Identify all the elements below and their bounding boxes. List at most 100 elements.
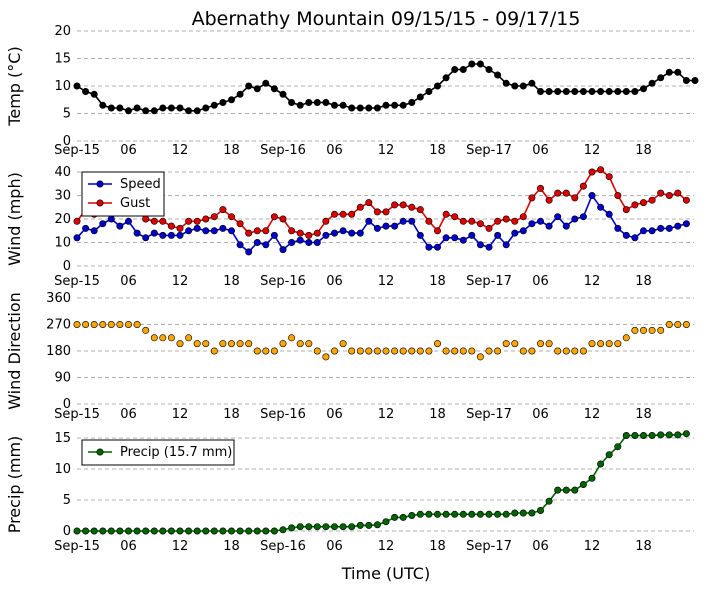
data-point — [433, 82, 441, 90]
data-point — [330, 229, 338, 237]
x-tick-label: 18 — [429, 274, 446, 289]
data-point — [159, 231, 167, 239]
data-point — [536, 506, 544, 514]
data-point — [562, 88, 570, 96]
data-point — [571, 215, 579, 223]
data-point — [468, 217, 476, 225]
x-tick-label: 06 — [120, 539, 137, 554]
data-point — [82, 527, 90, 535]
data-point — [142, 234, 150, 242]
precip-panel: 0 5 10 15 Precip (mm) Sep-15 06 12 18 Sep-16 06 12 1… — [5, 430, 694, 554]
data-point — [305, 99, 313, 107]
data-point — [605, 451, 613, 459]
x-tick-label: 06 — [326, 274, 343, 289]
y-tick-label: 180 — [46, 344, 71, 359]
data-point — [150, 107, 158, 115]
y-tick-label: 10 — [54, 462, 71, 477]
data-point — [631, 88, 639, 96]
data-point — [133, 320, 141, 328]
data-point — [579, 347, 587, 355]
data-point — [296, 101, 304, 109]
data-point — [176, 231, 184, 239]
data-point — [279, 340, 287, 348]
data-point — [408, 99, 416, 107]
x-tick-label: 12 — [378, 539, 395, 554]
data-point — [210, 213, 218, 221]
data-point — [348, 104, 356, 112]
data-point — [657, 224, 665, 232]
data-point — [639, 431, 647, 439]
data-point — [150, 217, 158, 225]
data-point — [433, 510, 441, 518]
data-point — [562, 189, 570, 197]
data-point — [305, 239, 313, 247]
data-point — [682, 196, 690, 204]
data-point — [399, 101, 407, 109]
data-point — [228, 527, 236, 535]
y-axis-label: Wind Direction — [5, 292, 24, 410]
data-point — [202, 215, 210, 223]
data-point — [648, 227, 656, 235]
data-point — [253, 527, 261, 535]
data-point — [245, 340, 253, 348]
data-point — [442, 234, 450, 242]
data-point — [202, 340, 210, 348]
y-axis-label: Wind (mph) — [5, 172, 24, 266]
data-point — [210, 101, 218, 109]
x-tick-label: 18 — [635, 539, 652, 554]
wind-panel: 0 10 20 30 40 Wind (mph) Sep-15 06 12 18 Sep-16 06 1… — [5, 165, 694, 289]
data-point — [416, 206, 424, 214]
data-point — [288, 99, 296, 107]
legend-box — [81, 171, 165, 217]
x-tick-label: 12 — [172, 539, 189, 554]
data-point — [545, 497, 553, 505]
data-point — [519, 227, 527, 235]
data-point — [159, 334, 167, 342]
data-point — [665, 431, 673, 439]
data-point — [399, 201, 407, 209]
data-point — [82, 320, 90, 328]
data-point — [185, 107, 193, 115]
data-point — [451, 347, 459, 355]
data-point — [90, 527, 98, 535]
y-tick-label: 10 — [54, 236, 71, 251]
data-point — [408, 203, 416, 211]
data-point — [665, 192, 673, 200]
data-point — [262, 347, 270, 355]
data-point — [330, 210, 338, 218]
data-point — [485, 224, 493, 232]
data-point — [494, 510, 502, 518]
data-point — [185, 527, 193, 535]
data-point — [150, 334, 158, 342]
data-point — [322, 231, 330, 239]
data-point — [339, 227, 347, 235]
x-tick-label: 12 — [172, 274, 189, 289]
data-point — [485, 347, 493, 355]
data-point — [253, 85, 261, 93]
data-point — [107, 320, 115, 328]
data-point — [554, 189, 562, 197]
data-point — [382, 208, 390, 216]
data-point — [193, 217, 201, 225]
data-point — [202, 527, 210, 535]
data-point — [373, 347, 381, 355]
data-point — [245, 82, 253, 90]
data-point — [502, 340, 510, 348]
data-point — [365, 347, 373, 355]
data-point — [245, 527, 253, 535]
data-point — [279, 90, 287, 98]
x-tick-label: 18 — [223, 274, 240, 289]
data-point — [562, 347, 570, 355]
data-point — [451, 510, 459, 518]
data-point — [545, 196, 553, 204]
data-point — [373, 521, 381, 529]
data-point — [476, 60, 484, 68]
data-point — [107, 527, 115, 535]
data-point — [588, 192, 596, 200]
data-point — [365, 104, 373, 112]
legend-label: Speed — [120, 177, 161, 192]
x-tick-label: Sep-17 — [466, 274, 512, 289]
data-point — [176, 104, 184, 112]
data-point — [288, 524, 296, 532]
data-point — [691, 77, 699, 85]
